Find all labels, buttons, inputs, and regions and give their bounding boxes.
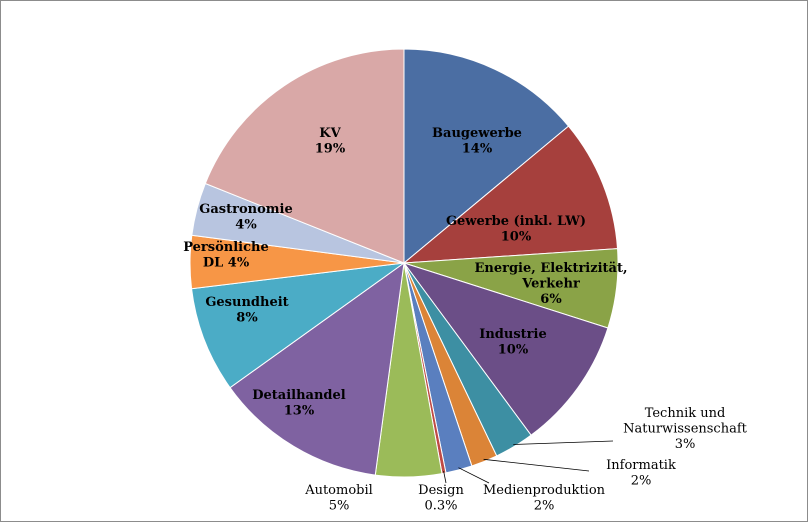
- leader-line: [443, 471, 447, 484]
- pie-slice-gewerbe-inkl-lw: [402, 125, 619, 264]
- slice-label: KV 19%: [315, 126, 346, 157]
- slice-label-line: Gewerbe (inkl. LW): [446, 214, 586, 229]
- slice-label-line: Design: [418, 483, 464, 498]
- slice-label: Automobil 5%: [304, 483, 373, 514]
- slice-label: Gewerbe (inkl. LW) 10%: [446, 214, 586, 245]
- slice-label-line: 19%: [315, 142, 346, 157]
- slice-label-line: Informatik: [606, 458, 676, 473]
- slice-label-line: 4%: [235, 218, 257, 233]
- leader-lines: [443, 440, 614, 484]
- slice-label: Gesundheit 8%: [205, 295, 288, 326]
- slice-label-line: Energie, Elektrizität,: [474, 261, 627, 276]
- pie-slice-industrie: [402, 262, 609, 436]
- slice-label-line: 10%: [498, 343, 529, 358]
- slice-label-line: DL 4%: [203, 256, 250, 271]
- slice-label-line: 14%: [462, 142, 493, 157]
- slice-label-line: Detailhandel: [252, 388, 346, 403]
- slice-label-line: 13%: [284, 404, 315, 419]
- slice-label-line: 3%: [675, 437, 696, 452]
- pie-slice-gesundheit: [190, 262, 405, 389]
- pie-slice-detailhandel: [229, 261, 405, 476]
- slice-label-line: 6%: [540, 292, 562, 307]
- slice-label: Technik und Naturwissenschaft 3%: [623, 406, 748, 452]
- pie-slice-baugewerbe: [403, 48, 570, 265]
- leader-line: [458, 467, 490, 484]
- slice-label-line: 8%: [236, 311, 258, 326]
- slice-label-line: 0.3%: [424, 499, 457, 514]
- slice-label: Energie, Elektrizität, Verkehr 6%: [474, 261, 627, 307]
- slice-label-line: Automobil: [304, 483, 373, 498]
- slice-label-line: 5%: [329, 499, 350, 514]
- slice-label-line: 2%: [631, 474, 652, 489]
- slice-label-line: 10%: [501, 230, 532, 245]
- slice-label-line: 2%: [534, 499, 555, 514]
- slice-label: Industrie 10%: [479, 327, 546, 358]
- slice-label-line: Verkehr: [521, 277, 580, 292]
- leader-line: [513, 440, 614, 445]
- slice-label-line: Industrie: [479, 327, 546, 342]
- slice-labels: Baugewerbe 14%Gewerbe (inkl. LW) 10%Energi…: [183, 126, 747, 514]
- slice-label-line: Baugewerbe: [432, 126, 522, 141]
- slice-label: Medienproduktion 2%: [483, 483, 606, 514]
- pie-slice-kv: [204, 48, 405, 264]
- slice-label: Persönliche DL 4%: [183, 240, 269, 271]
- leader-line: [483, 458, 590, 472]
- slice-label: Detailhandel 13%: [252, 388, 346, 419]
- slice-label-line: Naturwissenschaft: [623, 422, 748, 437]
- slice-label-line: Technik und: [645, 406, 726, 421]
- slice-label: Informatik 2%: [606, 458, 676, 489]
- slice-label-line: Gastronomie: [199, 202, 292, 217]
- slice-label-line: Gesundheit: [205, 295, 288, 310]
- slice-label-line: KV: [319, 126, 341, 141]
- slice-label-line: Persönliche: [183, 240, 269, 255]
- slice-label-line: Medienproduktion: [483, 483, 606, 498]
- slice-label: Gastronomie 4%: [199, 202, 292, 233]
- pie-slices: [189, 48, 619, 478]
- slice-label: Baugewerbe 14%: [432, 126, 522, 157]
- slice-label: Design 0.3%: [418, 483, 464, 514]
